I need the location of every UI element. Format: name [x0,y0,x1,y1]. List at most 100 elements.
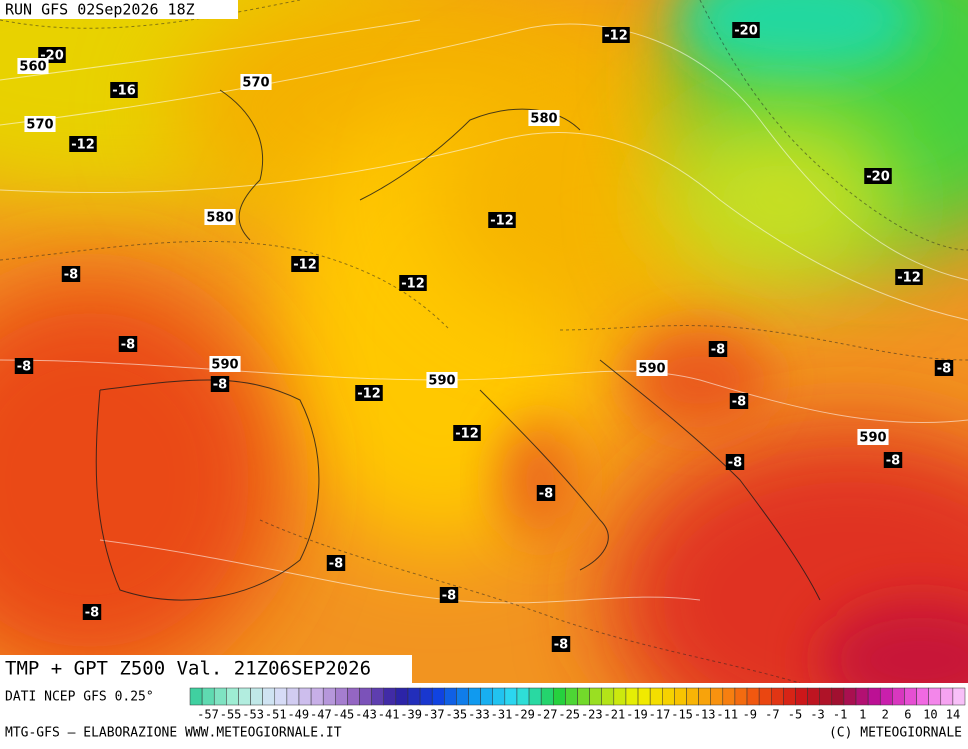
isotherm-label-box [732,22,760,38]
isotherm-label: -12 [71,138,95,153]
scale-swatch [867,687,881,706]
isotherm-label-box [439,587,459,603]
scale-swatch [468,687,481,706]
height-label: 580 [206,211,233,226]
isotherm-label: -12 [897,271,921,286]
scale-swatch [456,687,469,706]
scale-swatch [322,687,336,706]
height-label: 570 [242,76,269,91]
scale-swatch [226,687,239,706]
isotherm-label: -8 [442,589,456,604]
isotherm-label-box [355,385,383,401]
height-label-box [204,209,236,225]
height-label-box [209,356,241,372]
scale-swatch [904,687,917,706]
height-label-box [17,58,49,74]
isotherm-label-box [729,393,749,409]
scale-swatch [274,687,288,706]
scale-swatch [758,687,772,706]
scale-swatch [298,687,312,706]
scale-swatch [734,687,748,706]
height-label-box [528,110,560,126]
scale-swatch [419,687,433,706]
credit: MTG-GFS — ELABORAZIONE WWW.METEOGIORNALE… [5,726,342,741]
isotherm-label-box [118,336,138,352]
height-label-box [24,116,56,132]
height-label: 560 [19,60,46,75]
isotherm-label: -12 [401,277,425,292]
isotherm-label: -8 [937,362,951,377]
data-source: DATI NCEP GFS 0.25° [5,690,154,705]
isotherm-label: -8 [121,338,135,353]
isotherm-label-box [61,266,81,282]
scale-swatch [879,687,893,706]
isotherm-label-box [934,360,954,376]
isotherm-label-box [291,256,319,272]
scale-swatch [189,687,203,706]
scale-swatch [928,687,942,706]
scale-swatch [444,687,457,706]
scale-tick-label: 14 [946,708,960,722]
scale-tick-label: -5 [788,708,802,722]
isotherm-label: -8 [85,606,99,621]
isotherm-label-box [110,82,138,98]
scale-tick-label: -23 [581,708,603,722]
height-label: 580 [530,112,557,127]
height-label: 590 [638,362,665,377]
scale-swatch [771,687,784,706]
scale-tick-label: -57 [197,708,219,722]
scale-swatch [940,687,954,706]
scale-tick-label: -29 [513,708,535,722]
scale-swatch [952,687,966,706]
height-label: 590 [428,374,455,389]
isotherm-label-box [82,604,102,620]
scale-swatch [262,687,276,706]
scale-tick-label: -37 [423,708,445,722]
isotherm-label: -20 [866,170,890,185]
height-label: 590 [211,358,238,373]
isotherm-label-box [725,454,745,470]
scale-swatch [286,687,300,706]
isotherm-label-box [453,425,481,441]
copyright: (C) METEOGIORNALE [829,726,962,741]
isotherm-label: -12 [357,387,381,402]
scale-swatch [431,687,445,706]
scale-swatch [637,687,651,706]
scale-tick-label: -7 [765,708,779,722]
scale-swatch [601,687,615,706]
isotherm-label: -8 [554,638,568,653]
scale-swatch [722,687,736,706]
scale-swatch [625,687,639,706]
color-scale: -57 -55 -53 -51 -49 -47 -45 -43 -41 -39 -37 -35 -33-… [189,687,966,722]
scale-tick-label: -31 [491,708,513,722]
scale-swatch [662,687,675,706]
scale-swatch [238,687,251,706]
scale-swatch [371,687,384,706]
isotherm-label: -8 [539,487,553,502]
scale-swatch [807,687,820,706]
scale-tick-label: -53 [242,708,264,722]
isotherm-label: -12 [455,427,479,442]
isotherm-label-box [326,555,346,571]
title-box [0,655,412,683]
height-label: 590 [859,431,886,446]
scale-swatch [746,687,760,706]
scale-swatch [516,687,530,706]
map-title: TMP + GPT Z500 Val. 21Z06SEP2026 [5,658,371,680]
scale-swatch [383,687,397,706]
scale-tick-label: -47 [310,708,332,722]
isotherm-label-box [69,136,97,152]
scale-swatch [783,687,796,706]
scale-tick-label: -51 [265,708,287,722]
scale-tick-label: -15 [671,708,693,722]
scale-swatch [492,687,506,706]
scale-tick-label: -27 [536,708,558,722]
scale-swatch [577,687,590,706]
scale-tick-label: 2 [882,708,889,722]
scale-swatch [649,687,663,706]
scale-swatch [540,687,554,706]
scale-swatch [407,687,421,706]
scale-tick-label: -19 [626,708,648,722]
isotherm-label-box [488,212,516,228]
